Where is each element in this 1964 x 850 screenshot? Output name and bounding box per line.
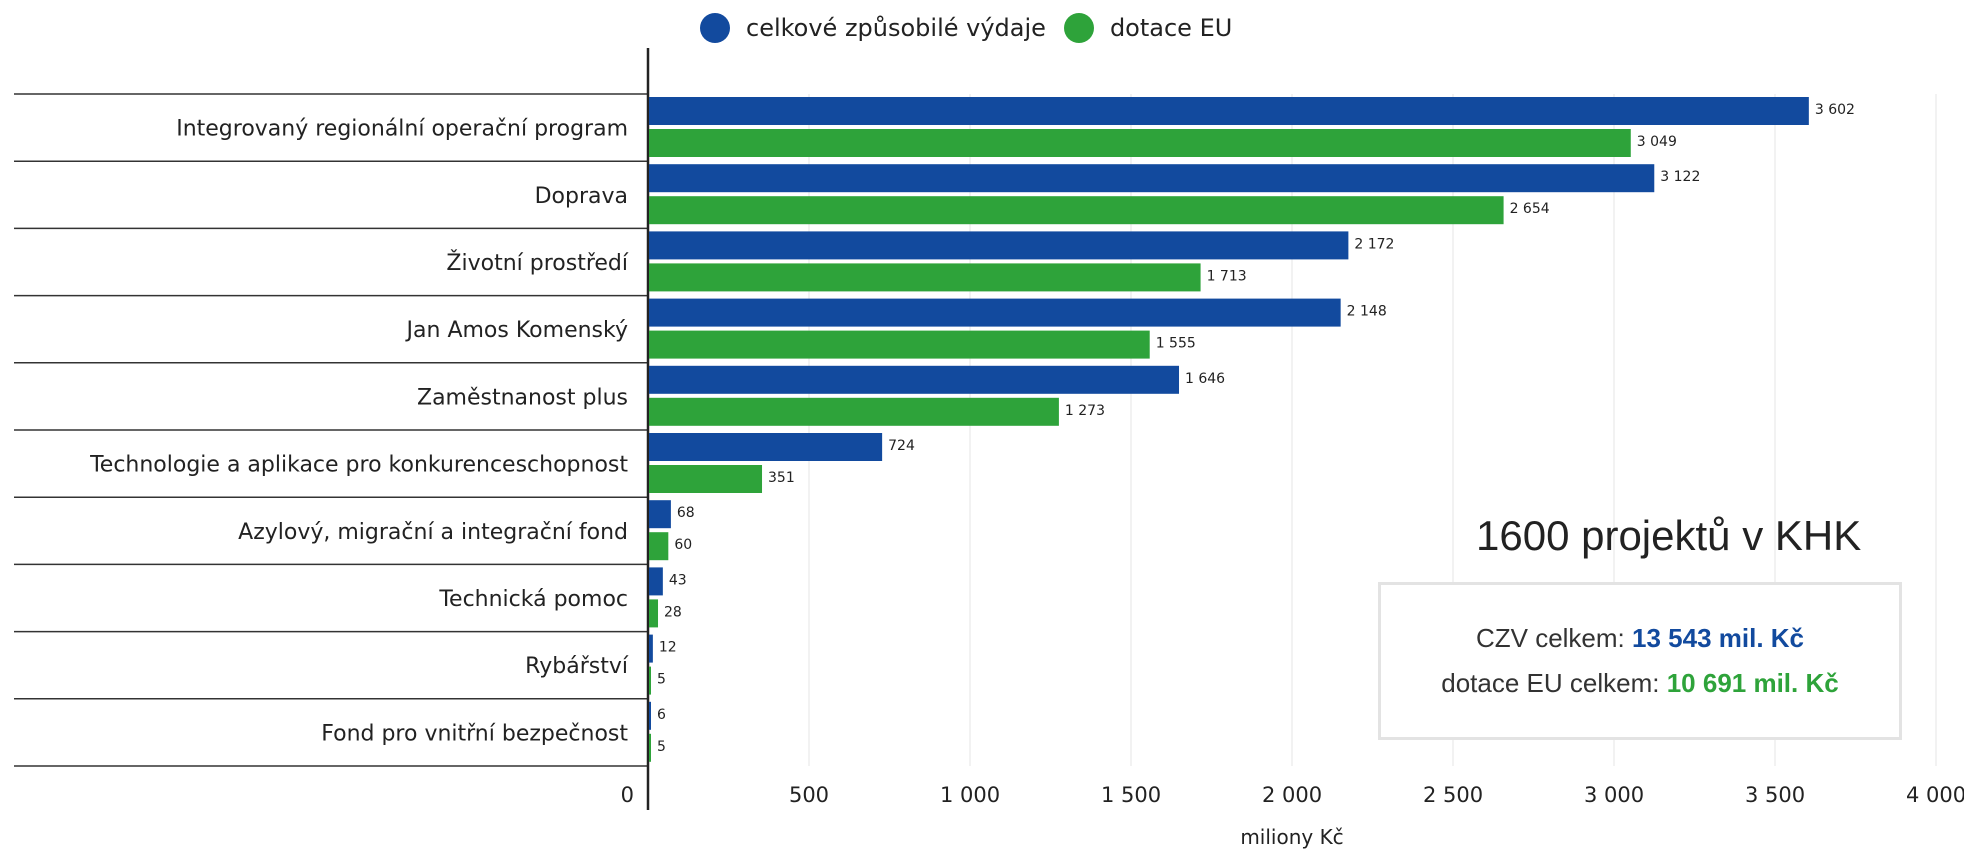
- value-label-eu: 1 555: [1156, 336, 1196, 352]
- summary-czv-label: CZV celkem:: [1475, 623, 1625, 653]
- value-label-czv: 3 602: [1815, 102, 1855, 118]
- bar-eu: [649, 330, 1150, 359]
- bar-czv: [649, 634, 653, 663]
- summary-eu-label: dotace EU celkem:: [1441, 668, 1660, 698]
- x-tick-label: 3 500: [1745, 783, 1805, 807]
- projects-count-note: 1600 projektů v KHK: [1476, 512, 1862, 559]
- x-tick-label: 1 000: [940, 783, 1000, 807]
- category-label: Integrovaný regionální operační program: [176, 117, 628, 142]
- value-label-czv: 2 148: [1347, 304, 1387, 320]
- value-label-eu: 2 654: [1510, 201, 1550, 217]
- legend-label-czv: celkové způsobilé výdaje: [746, 14, 1046, 42]
- value-label-czv: 43: [669, 572, 687, 588]
- category-label: Životní prostředí: [446, 250, 628, 276]
- bar-czv: [649, 500, 671, 529]
- legend-label-eu: dotace EU: [1109, 14, 1233, 42]
- value-label-eu: 1 273: [1065, 403, 1105, 419]
- bar-czv: [649, 231, 1349, 260]
- x-tick-label: 1 500: [1101, 783, 1161, 807]
- summary-box: CZV celkem: 13 543 mil. Kč dotace EU cel…: [1378, 582, 1902, 740]
- x-tick-label: 3 000: [1584, 783, 1644, 807]
- value-label-eu: 28: [664, 604, 682, 620]
- legend-item-czv: celkové způsobilé výdaje: [700, 13, 1046, 43]
- bar-eu: [649, 666, 651, 695]
- category-label: Technologie a aplikace pro konkurencesch…: [89, 453, 628, 478]
- category-label: Jan Amos Komenský: [405, 318, 628, 343]
- bar-czv: [649, 298, 1341, 327]
- legend-swatch-czv: [700, 13, 730, 43]
- value-label-eu: 60: [674, 537, 692, 553]
- value-label-eu: 3 049: [1637, 134, 1677, 150]
- bar-eu: [649, 532, 669, 561]
- bar-eu: [649, 397, 1059, 426]
- x-tick-label: 2 000: [1262, 783, 1322, 807]
- bar-eu: [649, 733, 651, 762]
- bar-eu: [649, 129, 1631, 157]
- summary-eu-value: 10 691 mil. Kč: [1666, 668, 1839, 698]
- category-label: Zaměstnanost plus: [417, 385, 628, 410]
- value-label-eu: 1 713: [1207, 268, 1247, 284]
- value-label-czv: 3 122: [1660, 169, 1700, 185]
- category-label: Fond pro vnitřní bezpečnost: [321, 721, 628, 746]
- bar-czv: [649, 164, 1655, 193]
- category-label: Rybářství: [525, 654, 629, 679]
- x-axis-label: miliony Kč: [1240, 825, 1343, 849]
- value-label-czv: 68: [677, 505, 695, 521]
- summary-eu-line: dotace EU celkem: 10 691 mil. Kč: [1441, 668, 1838, 699]
- category-label: Technická pomoc: [438, 587, 628, 612]
- bar-czv: [649, 97, 1809, 125]
- x-tick-label: 500: [789, 783, 829, 807]
- bar-eu: [649, 599, 659, 628]
- bar-eu: [649, 196, 1504, 225]
- bar-czv: [649, 701, 651, 730]
- legend-item-eu: dotace EU: [1063, 13, 1233, 43]
- bar-czv: [649, 433, 883, 461]
- value-label-czv: 724: [888, 438, 915, 454]
- legend-swatch-eu: [1063, 13, 1094, 43]
- value-label-eu: 351: [768, 470, 795, 486]
- value-label-eu: 5: [657, 672, 666, 688]
- value-label-czv: 6: [657, 707, 666, 723]
- category-label: Azylový, migrační a integrační fond: [238, 520, 628, 545]
- chart-legend: celkové způsobilé výdaje dotace EU: [700, 8, 1232, 48]
- category-label: Doprava: [535, 184, 628, 209]
- x-tick-label: 2 500: [1423, 783, 1483, 807]
- value-label-czv: 1 646: [1185, 371, 1225, 387]
- summary-czv-value: 13 543 mil. Kč: [1632, 623, 1805, 653]
- value-label-czv: 12: [659, 640, 677, 656]
- bar-czv: [649, 567, 663, 596]
- value-label-czv: 2 172: [1354, 236, 1394, 252]
- value-label-eu: 5: [657, 739, 666, 755]
- bar-eu: [649, 263, 1201, 292]
- summary-czv-line: CZV celkem: 13 543 mil. Kč: [1476, 623, 1804, 654]
- x-tick-label: 4 000: [1906, 783, 1964, 807]
- bar-czv: [649, 365, 1180, 394]
- x-tick-label: 0: [621, 783, 634, 807]
- bar-eu: [649, 465, 763, 493]
